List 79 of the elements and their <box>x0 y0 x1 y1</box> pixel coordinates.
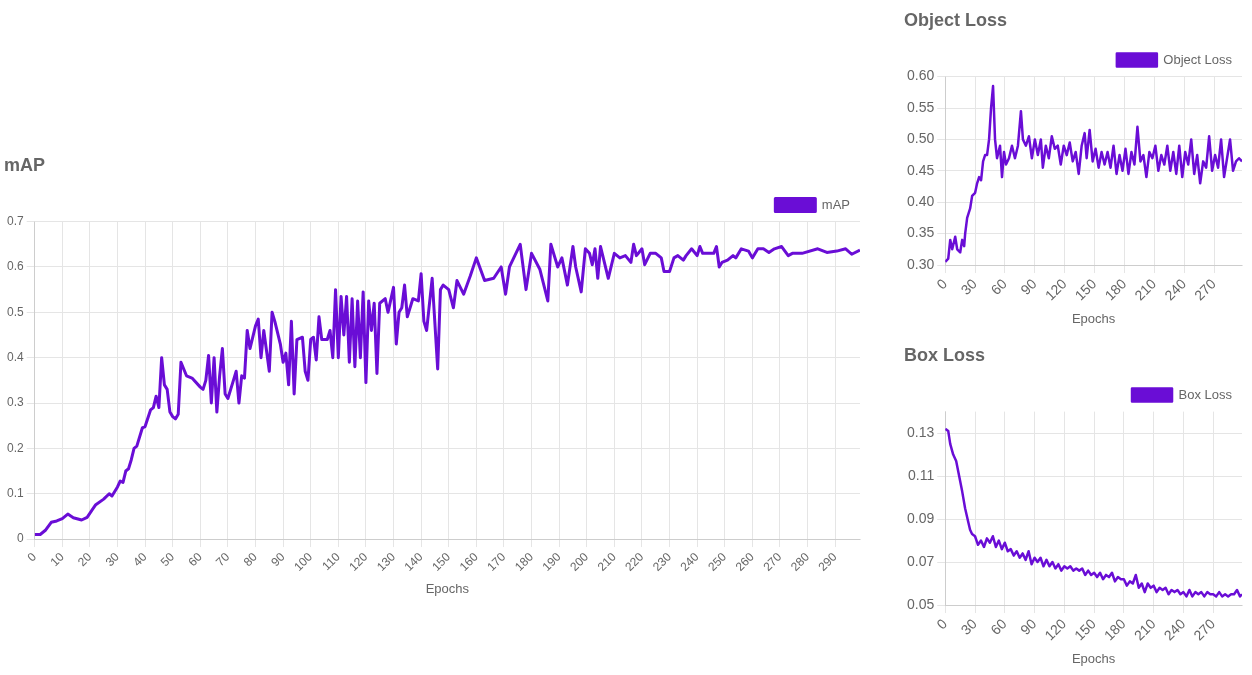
x-tick-label: 70 <box>213 549 233 570</box>
y-tick-label: 0.35 <box>907 224 935 241</box>
x-tick-label: 60 <box>987 275 1010 298</box>
x-tick-label: 180 <box>511 549 537 574</box>
x-tick-label: 120 <box>1041 615 1070 644</box>
x-tick-label: 10 <box>47 549 67 570</box>
x-tick-label: 180 <box>1100 615 1129 644</box>
x-tick-label: 130 <box>373 549 399 574</box>
x-tick-label: 30 <box>957 275 981 298</box>
x-tick-label: 100 <box>291 549 316 574</box>
x-tick-label: 250 <box>705 549 730 574</box>
x-tick-label: 190 <box>539 549 564 574</box>
legend-label: mAP <box>821 196 850 212</box>
chart-title: Object Loss <box>904 9 1008 30</box>
x-tick-label: 0 <box>933 275 951 293</box>
x-tick-label: 150 <box>429 549 454 574</box>
x-tick-label: 120 <box>346 549 371 574</box>
y-tick-label: 0.50 <box>907 130 935 147</box>
y-tick-label: 0.60 <box>907 67 935 84</box>
x-tick-label: 110 <box>319 549 343 574</box>
x-tick-label: 220 <box>622 549 647 574</box>
x-tick-label: 260 <box>732 549 758 574</box>
y-tick-label: 0.13 <box>907 423 935 440</box>
x-tick-label: 50 <box>157 549 178 570</box>
x-tick-label: 150 <box>1071 275 1100 304</box>
x-tick-label: 270 <box>1190 615 1219 644</box>
x-tick-label: 280 <box>787 549 813 574</box>
y-tick-label: 0.2 <box>6 440 24 455</box>
y-tick-label: 0.40 <box>907 193 935 210</box>
x-tick-label: 240 <box>1160 615 1189 644</box>
x-axis-title: Epochs <box>1071 650 1116 666</box>
x-tick-label: 240 <box>1161 275 1190 304</box>
x-tick-label: 210 <box>594 549 620 574</box>
x-tick-label: 180 <box>1101 275 1130 304</box>
x-tick-label: 0 <box>24 549 40 565</box>
x-tick-label: 40 <box>130 549 150 570</box>
x-tick-label: 80 <box>240 549 261 570</box>
y-tick-label: 0.3 <box>6 395 24 410</box>
x-tick-label: 270 <box>1191 275 1220 304</box>
x-tick-label: 150 <box>1071 615 1100 644</box>
x-tick-label: 210 <box>1131 275 1160 304</box>
legend-label: Box Loss <box>1178 386 1233 402</box>
chart-title: mAP <box>4 154 46 175</box>
x-tick-label: 120 <box>1041 275 1070 304</box>
x-axis-title: Epochs <box>425 580 470 596</box>
x-tick-label: 240 <box>677 549 702 574</box>
y-tick-label: 0.7 <box>6 213 24 228</box>
y-tick-label: 0.05 <box>907 595 935 612</box>
x-axis-title: Epochs <box>1071 310 1116 326</box>
y-tick-label: 0.45 <box>907 161 935 178</box>
x-tick-label: 200 <box>567 549 592 574</box>
x-tick-label: 90 <box>1017 615 1040 638</box>
y-tick-label: 0.4 <box>6 349 24 364</box>
y-tick-label: 0.5 <box>6 304 24 319</box>
x-tick-label: 290 <box>815 549 840 574</box>
y-tick-label: 0.09 <box>907 509 935 526</box>
x-tick-label: 60 <box>185 549 205 570</box>
y-tick-label: 0.1 <box>6 486 24 501</box>
y-tick-label: 0.55 <box>907 98 935 115</box>
x-tick-label: 30 <box>957 615 981 638</box>
x-tick-label: 0 <box>933 615 951 633</box>
x-tick-label: 90 <box>1017 275 1040 298</box>
x-tick-label: 160 <box>456 549 482 574</box>
x-tick-label: 90 <box>268 549 288 570</box>
x-tick-label: 270 <box>760 549 785 574</box>
x-tick-label: 30 <box>102 549 123 570</box>
x-tick-label: 60 <box>987 615 1010 638</box>
y-tick-label: 0.6 <box>6 259 24 274</box>
y-tick-label: 0.07 <box>907 552 935 569</box>
y-tick-label: 0.11 <box>908 466 935 483</box>
legend-label: Object Loss <box>1163 51 1233 67</box>
y-tick-label: 0.30 <box>907 255 935 272</box>
x-tick-label: 20 <box>75 549 95 570</box>
x-tick-label: 140 <box>401 549 426 574</box>
x-tick-label: 210 <box>1130 615 1159 644</box>
x-tick-label: 230 <box>649 549 675 574</box>
chart-title: Box Loss <box>904 344 986 365</box>
x-tick-label: 170 <box>484 549 509 574</box>
y-tick-label: 0 <box>16 531 24 546</box>
